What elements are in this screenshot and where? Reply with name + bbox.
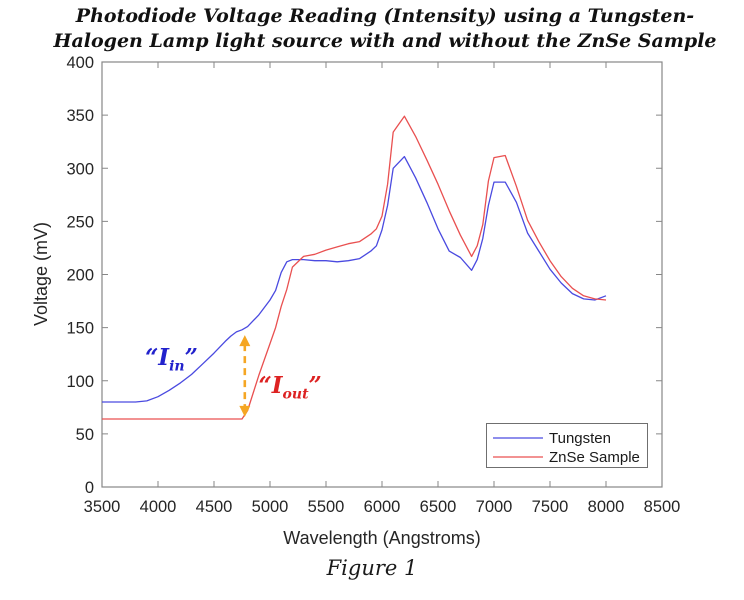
y-tick-label: 150	[66, 320, 94, 338]
i-out-close-quote: ”	[308, 372, 322, 400]
x-tick-label: 6000	[364, 498, 401, 516]
x-tick-label: 7500	[532, 498, 569, 516]
i-in-close-quote: ”	[184, 343, 198, 371]
znse-sample-line	[102, 115, 607, 420]
x-axis-label: Wavelength (Angstroms)	[283, 528, 480, 548]
y-tick-label: 350	[66, 107, 94, 125]
intensity-difference-arrow	[239, 335, 251, 417]
i-out-open-quote: “	[258, 372, 272, 400]
axis-ticks: 3500 4000 4500 5000 5500 6000 6500 7000 7500 8000…	[66, 54, 680, 516]
y-axis-label: Voltage (mV)	[31, 222, 51, 326]
y-tick-label: 250	[66, 213, 94, 231]
legend-box	[486, 423, 648, 468]
x-tick-label: 6500	[420, 498, 457, 516]
legend-label-znse-sample: ZnSe Sample	[549, 449, 640, 466]
y-tick-label: 300	[66, 160, 94, 178]
y-tick-label: 200	[66, 267, 94, 285]
y-tick-label: 400	[66, 54, 94, 72]
y-tick-label: 100	[66, 373, 94, 391]
tungsten-line	[102, 155, 607, 403]
y-tick-label: 50	[76, 426, 94, 444]
annotation-i-in: “Iin”	[145, 344, 198, 375]
x-tick-label: 8500	[644, 498, 681, 516]
i-in-symbol: I	[158, 343, 170, 371]
annotation-i-out: “Iout”	[259, 372, 322, 403]
x-tick-label: 4500	[196, 498, 233, 516]
y-tick-label: 0	[85, 479, 94, 497]
figure-caption: Figure 1	[326, 556, 418, 580]
arrow-head-up	[239, 335, 251, 347]
legend: Tungsten ZnSe Sample	[486, 423, 648, 468]
chart-title: Photodiode Voltage Reading (Intensity) u…	[40, 4, 730, 54]
i-in-open-quote: “	[145, 343, 159, 371]
data-series	[102, 115, 607, 420]
chart-title-line-1: Photodiode Voltage Reading (Intensity) u…	[75, 5, 695, 27]
x-tick-label: 5000	[252, 498, 289, 516]
x-tick-label: 8000	[588, 498, 625, 516]
i-out-subscript: out	[282, 386, 309, 403]
arrow-head-down	[239, 405, 251, 417]
i-in-subscript: in	[169, 358, 185, 375]
x-tick-label: 7000	[476, 498, 513, 516]
x-tick-label: 3500	[84, 498, 121, 516]
x-tick-label: 4000	[140, 498, 177, 516]
legend-label-tungsten: Tungsten	[549, 430, 611, 447]
chart-title-line-2: Halogen Lamp light source with and witho…	[53, 30, 717, 52]
i-out-symbol: I	[271, 372, 283, 400]
x-tick-label: 5500	[308, 498, 345, 516]
